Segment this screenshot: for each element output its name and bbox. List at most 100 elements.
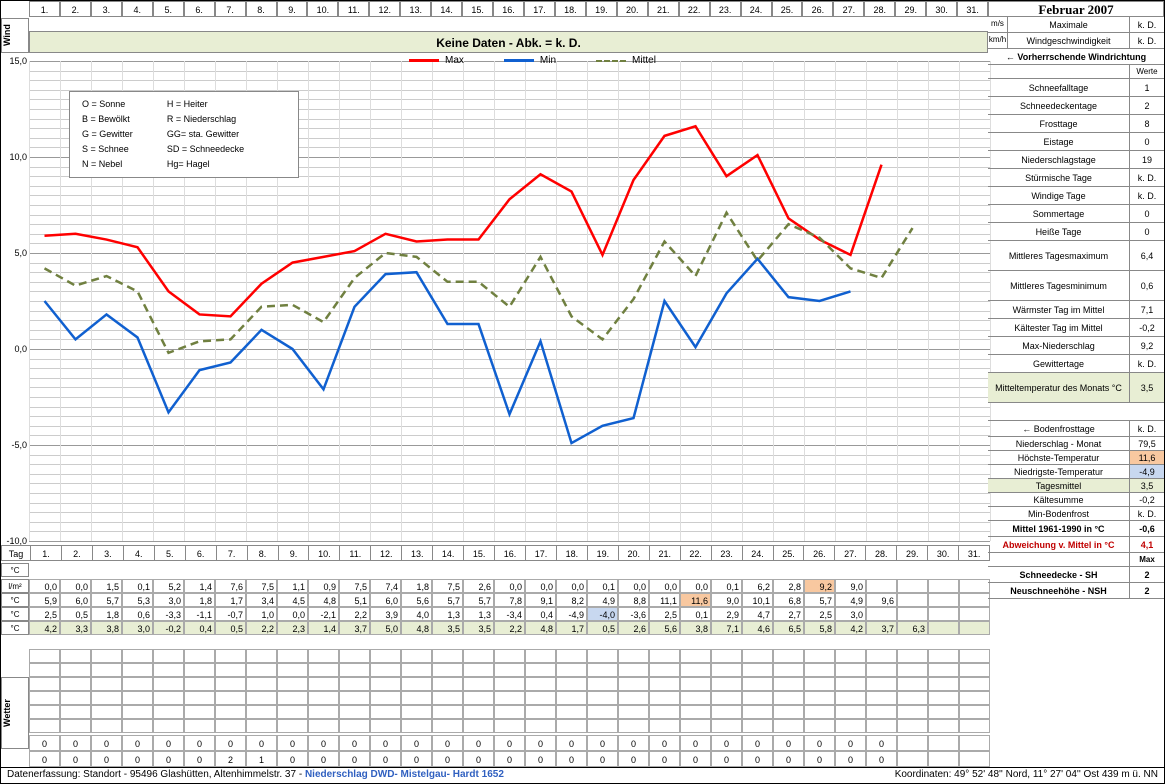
day-cell: 15. (463, 546, 494, 560)
stat-row: Min-Bodenfrostk. D. (988, 507, 1164, 521)
empty-cell (835, 691, 866, 705)
data-cell: 3,7 (866, 621, 897, 635)
stat-label: Gewittertage (988, 355, 1130, 372)
data-cell: 10,1 (742, 593, 773, 607)
empty-cell (804, 705, 835, 719)
empty-cell (494, 677, 525, 691)
day-cell: 23. (710, 1, 741, 17)
empty-cell (153, 719, 184, 733)
empty-cell (122, 719, 153, 733)
snow-cell: 0 (153, 751, 184, 767)
data-cell: 2,8 (773, 579, 804, 593)
stat-value: -0,2 (1130, 319, 1164, 336)
stat-label: Mittel 1961-1990 in °C (988, 521, 1130, 536)
empty-cell (649, 663, 680, 677)
data-cell: 0,0 (525, 579, 556, 593)
day-cell: 30. (927, 546, 958, 560)
empty-cell (742, 649, 773, 663)
data-cell: -0,2 (153, 621, 184, 635)
snow-cell: 0 (370, 751, 401, 767)
stat-label: Schneedeckentage (988, 97, 1130, 114)
day-cell: 6. (184, 1, 215, 17)
empty-cell (587, 677, 618, 691)
data-cell: 5,6 (649, 621, 680, 635)
empty-cell (835, 705, 866, 719)
stat-label (988, 553, 1130, 566)
stat-value: 2 (1130, 583, 1164, 598)
data-cell: 1,3 (432, 607, 463, 621)
empty-cell (711, 677, 742, 691)
data-cell: 2,2 (494, 621, 525, 635)
day-cell: 4. (122, 1, 153, 17)
data-cell: -2,1 (308, 607, 339, 621)
empty-cell (711, 705, 742, 719)
snow-cell: 1 (246, 751, 277, 767)
snow-cell: 0 (122, 735, 153, 751)
stat-value: 3,5 (1130, 373, 1164, 402)
data-cell: 4,8 (308, 593, 339, 607)
day-cell: 23. (711, 546, 742, 560)
tag-row: Tag1.2.3.4.5.6.7.8.9.10.11.12.13.14.15.1… (1, 545, 990, 561)
empty-cell (308, 649, 339, 663)
data-cell: -4,0 (587, 607, 618, 621)
stat-value: 0 (1130, 205, 1164, 222)
empty-cell (184, 691, 215, 705)
empty-cell (370, 677, 401, 691)
stat-value: 7,1 (1130, 301, 1164, 318)
wind-banner: Keine Daten - Abk. = k. D. (29, 31, 988, 53)
empty-cell (680, 691, 711, 705)
data-cell: 5,7 (432, 593, 463, 607)
data-cell (928, 579, 959, 593)
empty-cell (680, 719, 711, 733)
stat-label: Niederschlagstage (988, 151, 1130, 168)
data-cell: 9,0 (835, 579, 866, 593)
stat-label: Heiße Tage (988, 223, 1130, 240)
stat-value: 6,4 (1130, 241, 1164, 270)
empty-cell (215, 719, 246, 733)
stat-label: Min-Bodenfrost (988, 507, 1130, 520)
stat-label: Kältesumme (988, 493, 1130, 506)
empty-cell (339, 649, 370, 663)
snow-cell: 0 (122, 751, 153, 767)
empty-cell (277, 663, 308, 677)
stat-label: Tagesmittel (988, 479, 1130, 492)
stat-value: k. D. (1130, 355, 1164, 372)
stat-row: Heiße Tage0 (988, 223, 1164, 241)
stat-value: 0 (1130, 133, 1164, 150)
empty-cell (215, 663, 246, 677)
data-cell: -0,7 (215, 607, 246, 621)
empty-cell (525, 705, 556, 719)
stat-value: Werte (1130, 65, 1164, 78)
day-header-top: 1.2.3.4.5.6.7.8.9.10.11.12.13.14.15.16.1… (29, 1, 988, 17)
data-cell: 4,8 (401, 621, 432, 635)
empty-cell (246, 649, 277, 663)
stat-value: k. D. (1130, 33, 1164, 48)
empty-cell (122, 663, 153, 677)
temperature-chart: -10,0-5,00,05,010,015,0 MaxMinMittel O =… (29, 61, 990, 541)
empty-cell (897, 705, 928, 719)
data-cell: 0,0 (277, 607, 308, 621)
y-axis-label: 15,0 (3, 56, 27, 66)
day-cell: 9. (277, 1, 308, 17)
data-cell: 0,5 (587, 621, 618, 635)
empty-cell (215, 691, 246, 705)
empty-cell (866, 719, 897, 733)
empty-cell (401, 649, 432, 663)
day-cell: 24. (742, 546, 773, 560)
empty-cell (339, 677, 370, 691)
data-cell: 5,7 (463, 593, 494, 607)
data-cell: 3,3 (60, 621, 91, 635)
day-cell: 2. (61, 546, 92, 560)
day-cell: 12. (369, 1, 400, 17)
empty-cell (29, 719, 60, 733)
data-cell (897, 607, 928, 621)
data-cell (928, 593, 959, 607)
data-cell: 5,8 (804, 621, 835, 635)
footer-right: Koordinaten: 49° 52' 48'' Nord, 11° 27' … (895, 769, 1158, 782)
footer-dwd-link[interactable]: Niederschlag DWD- Mistelgau- Hardt 1652 (305, 769, 504, 780)
data-cell: 9,6 (866, 593, 897, 607)
data-cell: 2,9 (711, 607, 742, 621)
day-cell: 13. (400, 1, 431, 17)
day-cell: 25. (772, 1, 803, 17)
data-cell: 3,5 (463, 621, 494, 635)
